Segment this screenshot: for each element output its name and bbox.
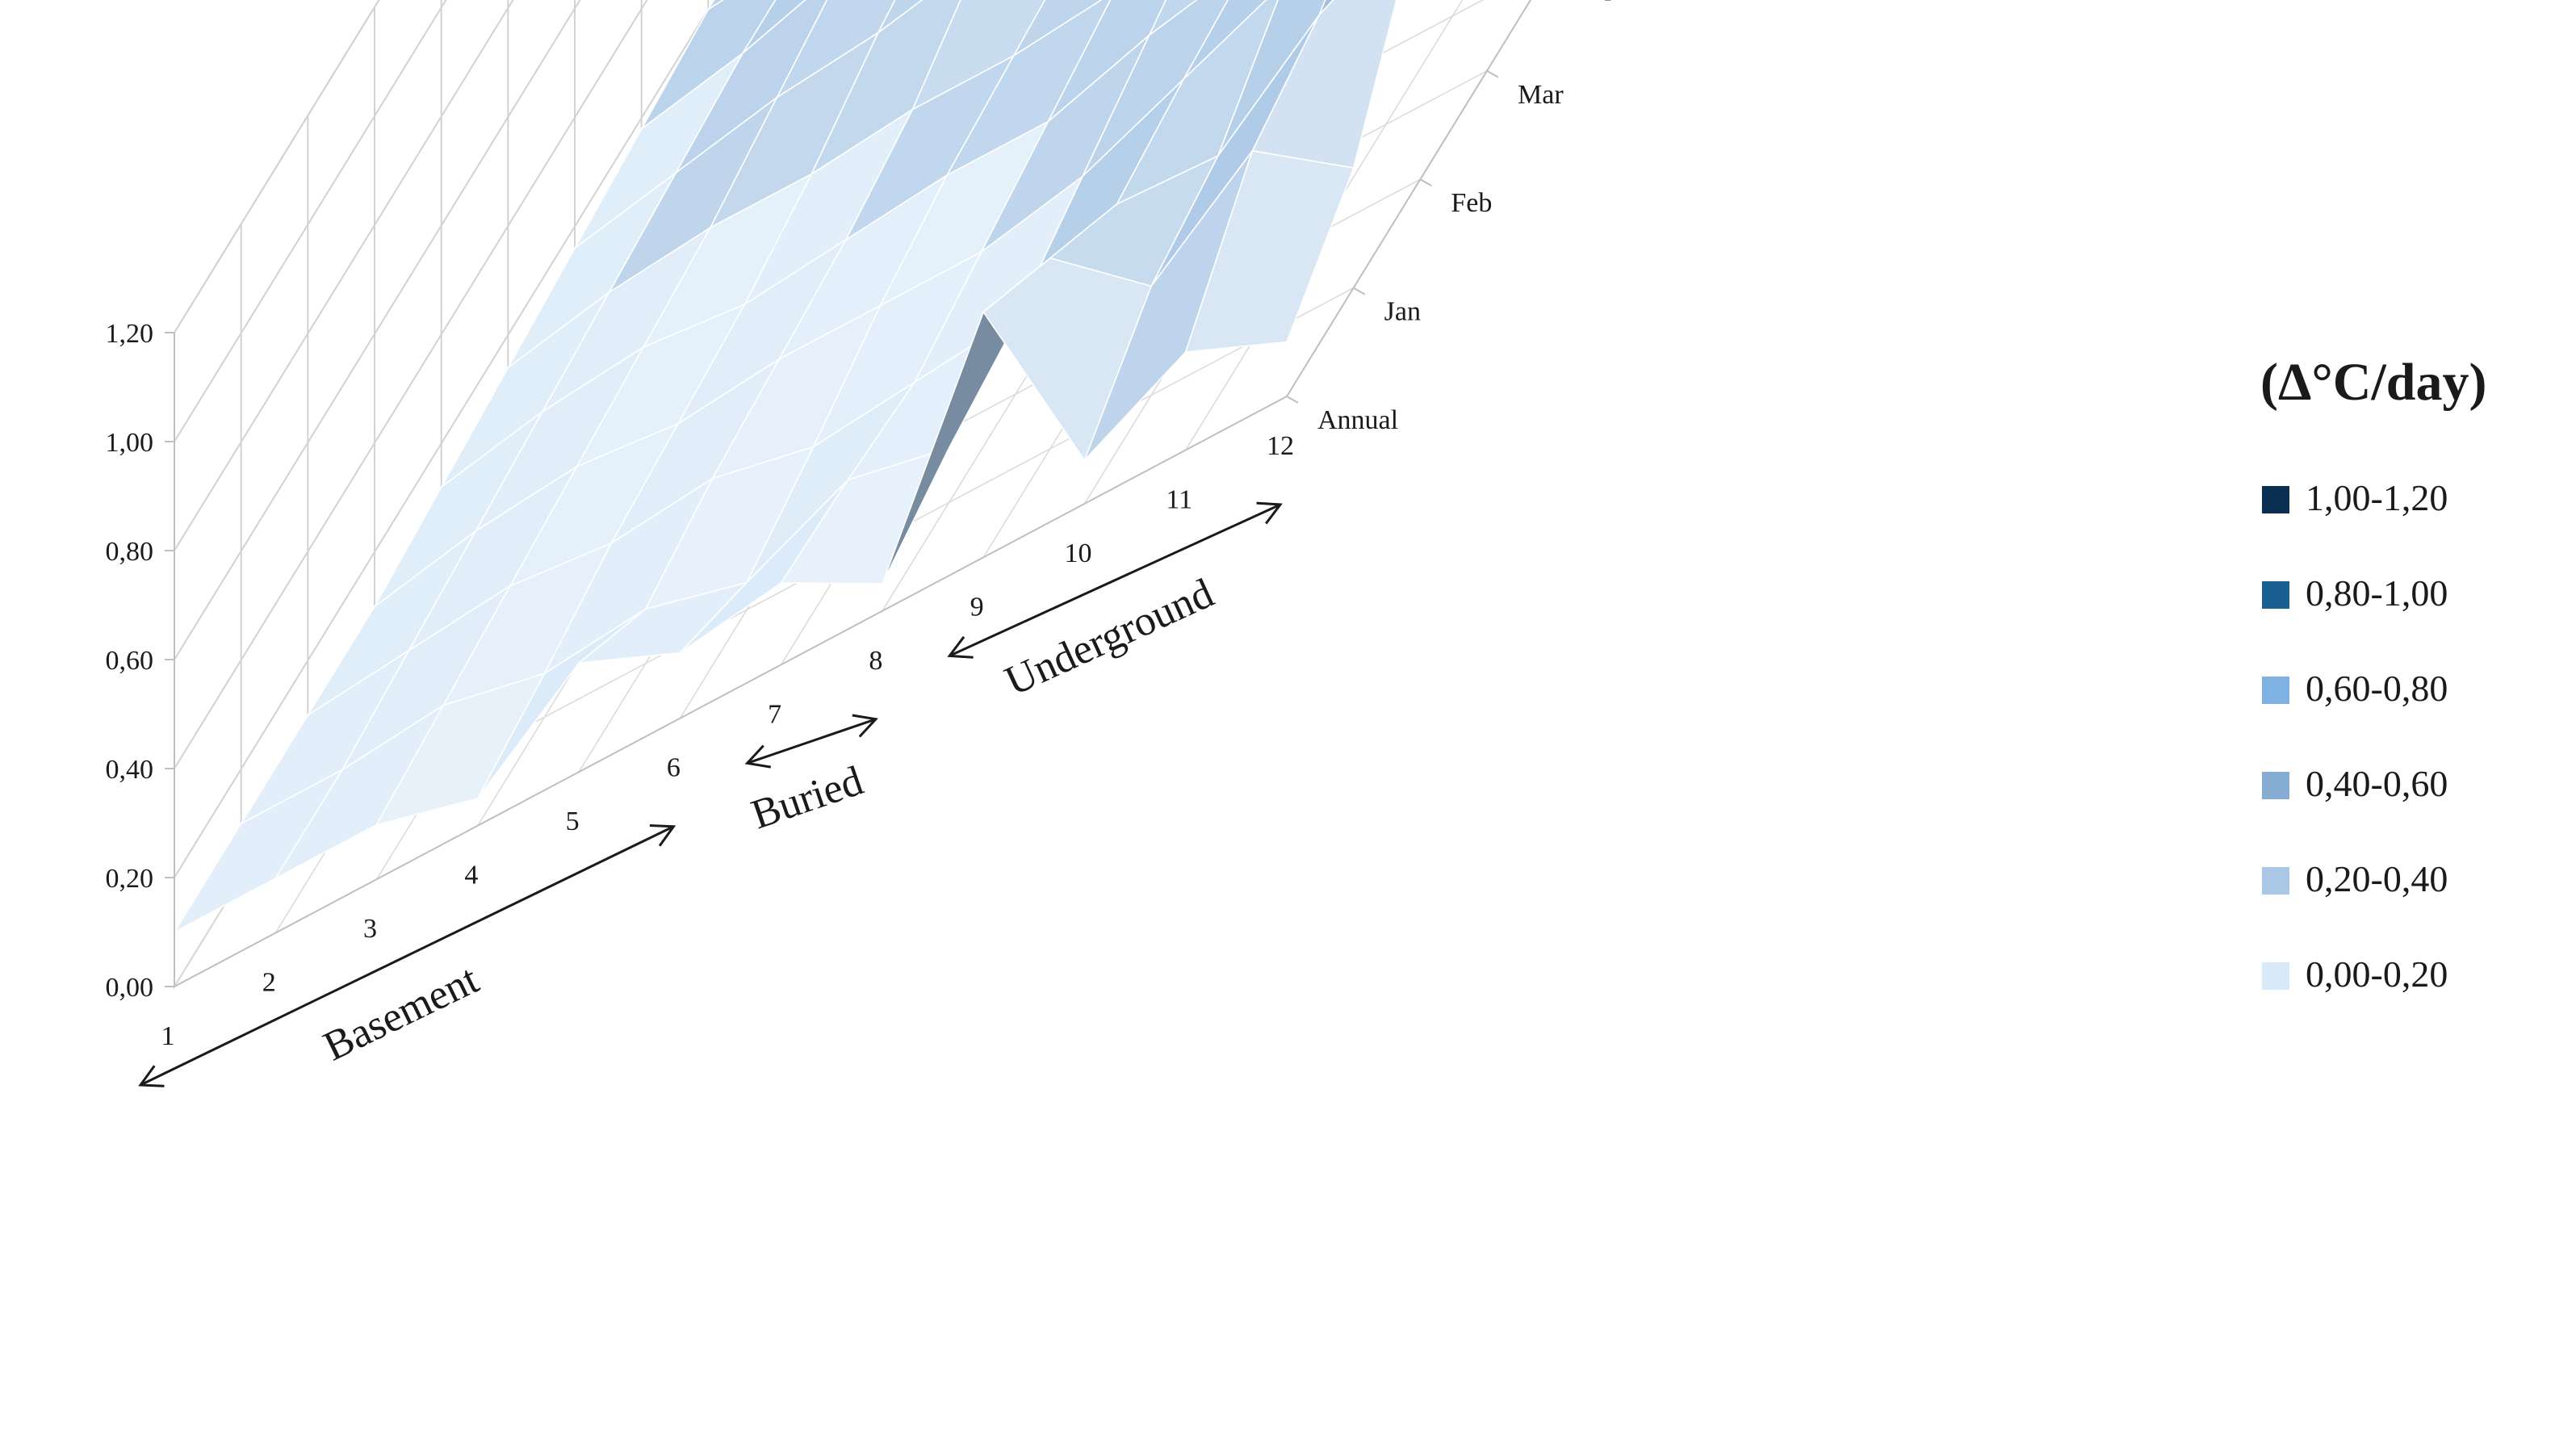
legend-item: 1,00-1,20: [2262, 477, 2448, 518]
y-axis-line: [1286, 0, 1532, 397]
z-tick-label: 0,80: [106, 537, 154, 567]
z-tick-label: 0,20: [106, 864, 154, 894]
z-tick-label: 1,20: [106, 319, 154, 349]
chart-axes: [165, 0, 1532, 987]
legend-item: 0,80-1,00: [2262, 572, 2448, 614]
x-tick-label: 3: [363, 914, 377, 944]
x-tick-label: 10: [1064, 538, 1091, 568]
legend-label: 0,40-0,60: [2306, 763, 2448, 804]
legend-item: 0,20-0,40: [2262, 858, 2448, 899]
z-tick-label: 0,40: [106, 755, 154, 785]
group-buried: Buried: [744, 714, 878, 839]
y-tick-label: Feb: [1451, 188, 1492, 218]
y-tick-label: Apr: [1585, 0, 1628, 1]
legend-swatch: [2262, 867, 2289, 895]
group-arrow: [949, 503, 1281, 657]
x-axis-line: [174, 396, 1288, 987]
floor-gridline: [882, 0, 1259, 612]
y-axis-tick-labels: AnnualJanFebMarAprMayJunJulAugSepOctNovD…: [1317, 0, 1628, 435]
x-tick-label: 12: [1267, 431, 1294, 461]
legend-swatch: [2262, 677, 2289, 704]
y-tick-label: Annual: [1317, 405, 1398, 435]
legend-label: 0,60-0,80: [2306, 668, 2448, 709]
x-tick-label: 2: [262, 968, 276, 998]
x-tick-label: 1: [161, 1021, 175, 1051]
legend-label: 0,20-0,40: [2306, 858, 2448, 899]
floor-gridline: [1286, 0, 1531, 397]
arrow-head: [947, 635, 974, 659]
legend-item: 0,40-0,60: [2262, 763, 2448, 804]
legend-item: 0,60-0,80: [2262, 668, 2448, 709]
arrow-head: [1256, 501, 1283, 525]
arrow-head: [138, 1065, 165, 1087]
legend-label: 0,00-0,20: [2306, 953, 2448, 995]
group-label: Underground: [999, 570, 1221, 705]
z-tick-label: 0,60: [106, 646, 154, 676]
x-tick-label: 9: [970, 592, 984, 622]
y-tick-mark: [1419, 178, 1432, 187]
y-tick-mark: [1486, 69, 1499, 78]
x-tick-label: 5: [566, 807, 580, 836]
legend-title: (Δ°C/day): [2260, 353, 2486, 412]
z-tick-label: 1,00: [106, 428, 154, 458]
legend-item: 0,00-0,20: [2262, 953, 2448, 995]
x-tick-label: 6: [667, 753, 681, 783]
group-label: Buried: [746, 758, 869, 839]
y-tick-mark: [1353, 287, 1366, 295]
group-underground: Underground: [947, 501, 1283, 705]
x-tick-label: 11: [1166, 484, 1192, 514]
y-tick-label: Mar: [1518, 80, 1564, 110]
surface-facet: [1184, 150, 1355, 353]
arrow-head: [852, 714, 878, 738]
x-tick-label: 8: [869, 646, 882, 676]
x-tick-label: 7: [768, 699, 781, 729]
y-tick-label: Jan: [1384, 297, 1421, 327]
arrow-head: [649, 824, 676, 847]
legend: (Δ°C/day) 1,00-1,20 0,80-1,00 0,60-0,80 0,4…: [2260, 353, 2486, 995]
arrow-head: [744, 744, 772, 769]
legend-items: 1,00-1,20 0,80-1,00 0,60-0,80 0,40-0,60 0,20…: [2262, 477, 2448, 995]
group-arrow: [140, 825, 675, 1087]
legend-label: 1,00-1,20: [2306, 477, 2448, 518]
z-tick-label: 0,00: [106, 973, 154, 1003]
legend-swatch: [2262, 581, 2289, 609]
z-axis-tick-labels: 0,00 0,20 0,40 0,60 0,80 1,00 1,20: [106, 319, 154, 1003]
group-label: Basement: [316, 956, 486, 1070]
legend-swatch: [2262, 486, 2289, 513]
y-tick-mark: [1286, 396, 1299, 404]
legend-label: 0,80-1,00: [2306, 572, 2448, 614]
surface-plot: [174, 0, 1397, 933]
x-tick-label: 4: [464, 861, 478, 890]
group-arrow: [747, 718, 877, 765]
legend-swatch: [2262, 772, 2289, 799]
legend-swatch: [2262, 962, 2289, 990]
